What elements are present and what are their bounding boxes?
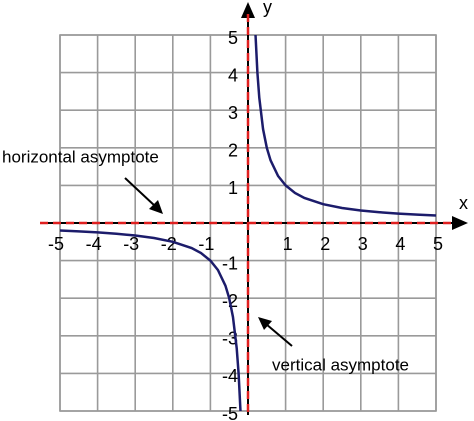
y-tick-label: 4 xyxy=(228,65,238,85)
x-axis-arrow xyxy=(452,216,468,230)
x-tick-label: 2 xyxy=(320,234,330,254)
x-tick-label: -4 xyxy=(86,234,102,254)
x-tick-label: 3 xyxy=(358,234,368,254)
y-tick-label: 5 xyxy=(228,28,238,48)
annotation: vertical asymptote xyxy=(272,355,409,374)
x-tick-label: 1 xyxy=(283,234,293,254)
y-axis-arrow xyxy=(241,2,255,18)
annotation-arrow xyxy=(124,177,156,207)
x-tick-label: -5 xyxy=(48,234,64,254)
y-tick-label: 2 xyxy=(228,141,238,161)
curve xyxy=(59,34,437,412)
x-tick-label: 5 xyxy=(433,234,443,254)
x-axis-label: x xyxy=(459,193,468,213)
y-tick-label: 1 xyxy=(228,178,238,198)
y-tick-label: -1 xyxy=(222,253,238,273)
annotation: horizontal asymptote xyxy=(2,147,159,166)
axes xyxy=(40,2,468,415)
y-tick-label: -5 xyxy=(222,404,238,421)
x-tick-label: -2 xyxy=(161,234,177,254)
y-tick-label: 3 xyxy=(228,103,238,123)
annotation-arrow xyxy=(265,323,293,347)
x-tick-label: -3 xyxy=(123,234,139,254)
annotation-arrowhead xyxy=(149,200,163,214)
x-tick-label: 4 xyxy=(395,234,405,254)
annotation-arrowhead xyxy=(258,317,272,330)
y-tick-label: -4 xyxy=(222,366,238,386)
y-axis-label: y xyxy=(263,0,272,17)
x-tick-label: -1 xyxy=(198,234,214,254)
